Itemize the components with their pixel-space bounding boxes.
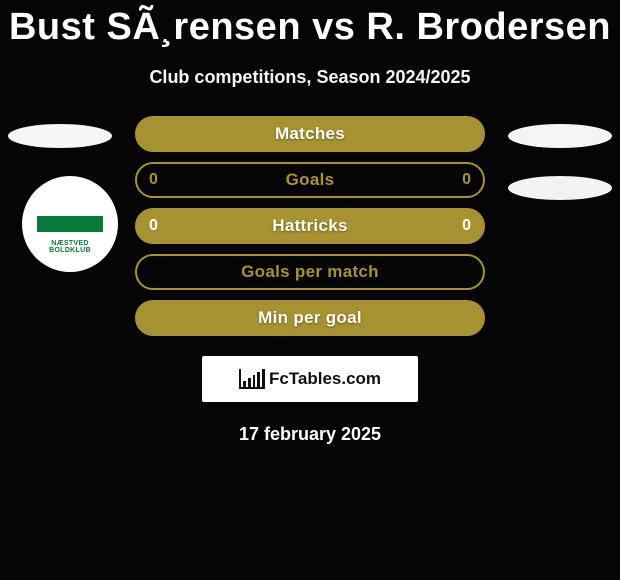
stat-row-min-per-goal: Min per goal [135, 300, 485, 336]
stat-row-matches: Matches [135, 116, 485, 152]
stat-row-goals-per-match: Goals per match [135, 254, 485, 290]
date-label: 17 february 2025 [0, 424, 620, 445]
stat-label: Hattricks [272, 216, 347, 236]
bar-chart-icon [239, 369, 265, 389]
stat-label: Min per goal [258, 308, 362, 328]
club-badge-line2: BOLDKLUB [49, 247, 91, 254]
stat-label: Matches [275, 124, 345, 144]
player-right-placeholder-1 [508, 124, 612, 148]
player-left-placeholder [8, 124, 112, 148]
stat-value-left: 0 [149, 171, 158, 189]
club-badge: NÆSTVED BOLDKLUB [22, 176, 118, 272]
page-subtitle: Club competitions, Season 2024/2025 [0, 67, 620, 88]
stat-row-hattricks: 0 Hattricks 0 [135, 208, 485, 244]
stat-label: Goals [286, 170, 335, 190]
comparison-stage: NÆSTVED BOLDKLUB Matches 0 Goals 0 0 Hat… [0, 116, 620, 445]
club-badge-text: NÆSTVED BOLDKLUB [49, 240, 91, 254]
brand-box: FcTables.com [202, 356, 418, 402]
stat-row-goals: 0 Goals 0 [135, 162, 485, 198]
player-right-placeholder-2 [508, 176, 612, 200]
stat-value-left: 0 [149, 217, 158, 235]
stats-bars: Matches 0 Goals 0 0 Hattricks 0 Goals pe… [135, 116, 485, 336]
stat-value-right: 0 [462, 217, 471, 235]
page-title: Bust SÃ¸rensen vs R. Brodersen [0, 0, 620, 49]
club-badge-line1: NÆSTVED [49, 240, 91, 247]
brand-text: FcTables.com [269, 369, 381, 389]
club-badge-inner: NÆSTVED BOLDKLUB [37, 191, 103, 257]
stat-value-right: 0 [462, 171, 471, 189]
stat-label: Goals per match [241, 262, 379, 282]
